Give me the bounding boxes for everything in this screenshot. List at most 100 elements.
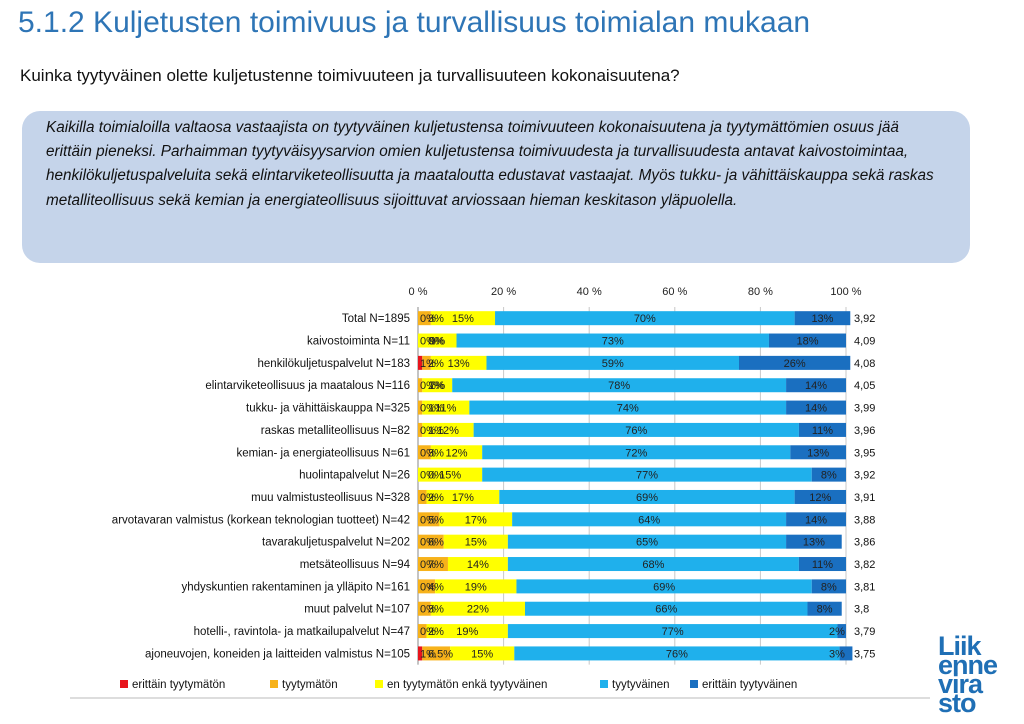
data-label: 15% bbox=[452, 313, 474, 325]
bar-segment bbox=[447, 557, 508, 572]
bar-segment bbox=[525, 601, 808, 616]
bar-segment bbox=[430, 601, 525, 616]
bar-segment bbox=[422, 355, 431, 370]
category-label: raskas metalliteollisuus N=82 bbox=[261, 425, 410, 437]
x-tick-label: 100 % bbox=[830, 286, 861, 298]
labels: 0 % 20 % 40 % 60 % 80 % 100 %Total N=1895 0%3%… bbox=[112, 286, 876, 660]
average-value: 3,92 bbox=[854, 470, 875, 482]
data-label: 1% bbox=[420, 648, 436, 660]
data-label: 2% bbox=[428, 492, 444, 504]
data-label: 70% bbox=[634, 313, 656, 325]
bar-segment bbox=[811, 579, 846, 594]
bar-segment bbox=[443, 534, 508, 549]
bar-segment bbox=[430, 355, 487, 370]
bar-segment bbox=[426, 624, 508, 639]
data-label: 6.5% bbox=[428, 648, 453, 660]
data-label: 15% bbox=[471, 648, 493, 660]
average-value: 4,05 bbox=[854, 380, 875, 392]
data-label: 0% bbox=[420, 470, 436, 482]
logo-line-4: sto bbox=[938, 688, 977, 718]
data-label: 13% bbox=[803, 537, 825, 549]
average-value: 3,92 bbox=[854, 313, 875, 325]
category-label: arvotavaran valmistus (korkean teknologi… bbox=[112, 514, 410, 526]
average-value: 3,99 bbox=[854, 403, 875, 415]
x-tick-label: 20 % bbox=[491, 286, 516, 298]
category-label: huolintapalvelut N=26 bbox=[299, 470, 410, 482]
bar-segment bbox=[786, 378, 846, 393]
summary-text: Kaikilla toimialoilla valtaosa vastaajis… bbox=[46, 119, 934, 209]
legend-label: erittäin tyytymätön bbox=[132, 679, 225, 691]
bar-segment bbox=[418, 355, 423, 370]
bar-segment bbox=[469, 400, 787, 415]
bar-segment bbox=[456, 333, 769, 348]
bar-segment bbox=[786, 534, 842, 549]
data-label: 74% bbox=[617, 403, 639, 415]
bar-segment bbox=[516, 579, 812, 594]
bar-segment bbox=[798, 422, 846, 437]
x-tick-label: 40 % bbox=[577, 286, 602, 298]
data-label: 76% bbox=[666, 648, 688, 660]
legend-swatch bbox=[270, 680, 278, 688]
data-label: 11% bbox=[812, 559, 833, 571]
data-label: 3% bbox=[829, 648, 845, 660]
data-label: 2% bbox=[428, 358, 444, 370]
data-label: 11% bbox=[812, 425, 833, 437]
bar-segment bbox=[807, 601, 842, 616]
bar-segment bbox=[839, 646, 853, 661]
legend-swatch bbox=[375, 680, 383, 688]
data-label: 0% bbox=[420, 336, 436, 348]
average-value: 3,82 bbox=[854, 559, 875, 571]
bar-segment bbox=[422, 646, 451, 661]
data-label: 12% bbox=[809, 492, 831, 504]
data-label: 17% bbox=[465, 514, 487, 526]
average-value: 3,86 bbox=[854, 537, 875, 549]
bar-segment bbox=[794, 311, 851, 326]
logo-line-1: Liik bbox=[938, 631, 982, 661]
bar-segment bbox=[482, 467, 812, 482]
legend: erittäin tyytymätön tyytymätön en tyytymät… bbox=[70, 679, 930, 699]
legend-label: tyytyväinen bbox=[612, 679, 670, 691]
x-tick-label: 80 % bbox=[748, 286, 773, 298]
bar-segment bbox=[418, 646, 423, 661]
bar-segment bbox=[439, 512, 513, 527]
average-value: 3,8 bbox=[854, 604, 869, 616]
legend-label: erittäin tyytyväinen bbox=[702, 679, 797, 691]
bar-segment bbox=[422, 422, 474, 437]
bar-segment bbox=[418, 601, 431, 616]
bar-segment bbox=[450, 646, 515, 661]
category-label: yhdyskuntien rakentaminen ja ylläpito N=… bbox=[181, 581, 410, 593]
bar-segment bbox=[418, 557, 448, 572]
bar-segment bbox=[435, 579, 517, 594]
data-label: 64% bbox=[638, 514, 660, 526]
category-label: tukku- ja vähittäiskauppa N=325 bbox=[246, 403, 410, 415]
bar-segment bbox=[430, 445, 483, 460]
bar-segment bbox=[418, 400, 423, 415]
data-label: 15% bbox=[465, 537, 487, 549]
category-label: tavarakuljetuspalvelut N=202 bbox=[262, 537, 410, 549]
data-label: 0% bbox=[420, 447, 436, 459]
data-label: 14% bbox=[467, 559, 489, 571]
data-label: 78% bbox=[608, 380, 630, 392]
data-label: 0% bbox=[420, 403, 436, 415]
data-label: 12% bbox=[437, 425, 459, 437]
data-label: 22% bbox=[467, 604, 489, 616]
bar-segment bbox=[486, 355, 739, 370]
average-value: 3,96 bbox=[854, 425, 875, 437]
bar-segment bbox=[418, 467, 483, 482]
data-label: 8% bbox=[821, 581, 837, 593]
data-label: 2% bbox=[428, 626, 444, 638]
bar-segment bbox=[422, 378, 453, 393]
average-value: 4,09 bbox=[854, 336, 875, 348]
data-label: 68% bbox=[642, 559, 664, 571]
bars bbox=[418, 311, 853, 661]
average-value: 3,79 bbox=[854, 626, 875, 638]
data-label: 1% bbox=[428, 425, 444, 437]
data-label: 7% bbox=[428, 559, 444, 571]
data-label: 17% bbox=[452, 492, 474, 504]
bar-segment bbox=[790, 445, 846, 460]
bar-segment bbox=[507, 534, 787, 549]
average-value: 4,08 bbox=[854, 358, 875, 370]
data-label: 26% bbox=[784, 358, 806, 370]
data-label: 77% bbox=[636, 470, 658, 482]
category-label: hotelli-, ravintola- ja matkailupalvelut… bbox=[194, 626, 410, 638]
